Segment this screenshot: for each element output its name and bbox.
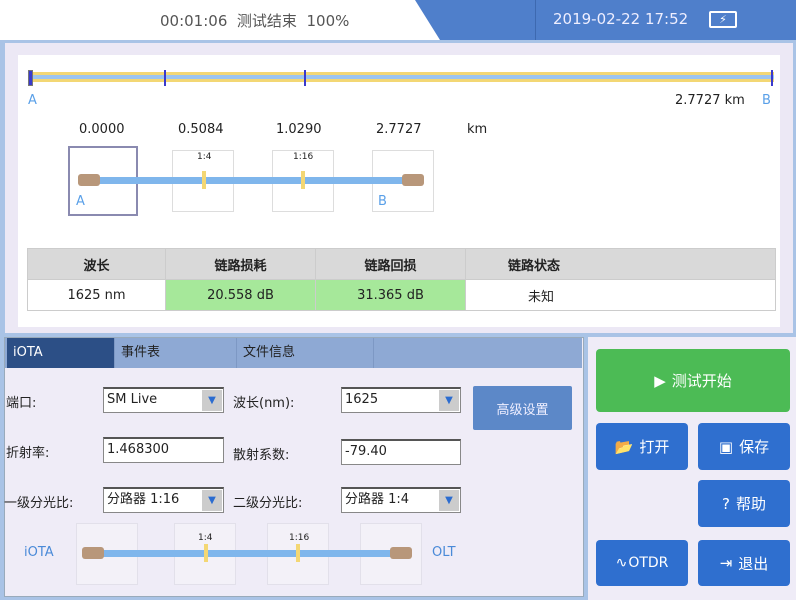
split-ratio: 1:4 [198, 533, 213, 543]
header-cell: 链路回损 [315, 248, 466, 280]
exit-button[interactable]: ⇥ 退出 [698, 540, 790, 586]
end-label: B [378, 194, 387, 209]
advanced-settings-button[interactable]: 高级设置 [473, 386, 572, 430]
chevron-down-icon: ▼ [439, 490, 459, 511]
otdr-label: OTDR [628, 555, 669, 571]
link-loss-cell: 20.558 dB [165, 279, 316, 311]
table-header: 波长 链路损耗 链路回损 链路状态 [27, 248, 776, 280]
olt-label: OLT [432, 545, 456, 560]
header-cell: 波长 [27, 248, 166, 280]
port-value: SM Live [107, 392, 158, 407]
unit-label: km [467, 122, 488, 137]
split2-select[interactable]: 分路器 1:4 ▼ [341, 487, 461, 513]
play-icon: ▶ [654, 371, 666, 390]
event-position: 0.5084 [178, 122, 224, 137]
split2-value: 分路器 1:4 [345, 492, 410, 507]
advanced-settings-label: 高级设置 [496, 402, 549, 418]
port-select[interactable]: SM Live ▼ [103, 387, 224, 413]
link-status-cell: 未知 [465, 279, 776, 311]
wavelength-select[interactable]: 1625 ▼ [341, 387, 461, 413]
open-label: 打开 [639, 438, 670, 456]
connector-icon [82, 547, 104, 559]
tab-event-table[interactable]: 事件表 [115, 338, 237, 368]
cursor-marker[interactable] [28, 70, 33, 86]
topology-fiber [100, 550, 400, 557]
splitter-icon [301, 171, 305, 189]
port-label: 端口: [6, 396, 37, 411]
connector-icon [78, 174, 100, 186]
open-button[interactable]: 📂 打开 [596, 423, 688, 470]
connector-icon [402, 174, 424, 186]
table-row: 1625 nm 20.558 dB 31.365 dB 未知 [27, 279, 776, 311]
otdr-button[interactable]: ∿ OTDR [596, 540, 688, 586]
status-text: 测试结束 [236, 12, 297, 30]
event-position: 2.7727 [376, 122, 422, 137]
splitter-icon [204, 544, 208, 562]
start-label: A [28, 93, 37, 108]
event-position: 1.0290 [276, 122, 322, 137]
trace-icon: ∿ [615, 555, 628, 571]
status-panel [0, 0, 440, 40]
ior-input[interactable]: 1.468300 [103, 437, 224, 463]
backscatter-input[interactable]: -79.40 [341, 439, 461, 465]
save-label: 保存 [739, 438, 770, 456]
tab-file-info[interactable]: 文件信息 [237, 338, 374, 368]
header-cell: 链路损耗 [165, 248, 316, 280]
datetime: 2019-02-22 17:52 [553, 10, 689, 28]
splitter-icon [202, 171, 206, 189]
ior-label: 折射率: [6, 446, 50, 461]
wavelength-value: 1625 [345, 392, 379, 407]
splitter-icon [296, 544, 300, 562]
end-label: A [76, 194, 85, 209]
fiber-link [95, 177, 413, 184]
wavelength-label: 波长(nm): [233, 396, 295, 411]
link-length: 2.7727 km [675, 93, 745, 108]
test-status: 00:01:06 测试结束 100% [160, 10, 349, 31]
split2-label: 二级分光比: [233, 496, 303, 511]
chevron-down-icon: ▼ [202, 490, 222, 511]
split1-label: 一级分光比: [4, 496, 74, 511]
progress-text: 100% [306, 12, 350, 30]
chevron-down-icon: ▼ [202, 390, 222, 411]
elapsed-time: 00:01:06 [160, 12, 228, 30]
start-test-button[interactable]: ▶ 测试开始 [596, 349, 790, 412]
end-label: B [762, 93, 771, 108]
event-marker [771, 70, 773, 86]
battery-charging-icon: ⚡ [709, 11, 737, 28]
chevron-down-icon: ▼ [439, 390, 459, 411]
divider [535, 0, 536, 40]
connector-icon [390, 547, 412, 559]
help-label: 帮助 [735, 495, 766, 513]
save-icon: ▣ [718, 437, 734, 456]
wavelength-cell: 1625 nm [27, 279, 166, 311]
split1-value: 分路器 1:16 [107, 492, 180, 507]
start-label: 测试开始 [671, 372, 732, 390]
split-ratio: 1:16 [293, 152, 314, 162]
split-ratio: 1:4 [197, 152, 212, 162]
event-position: 0.0000 [79, 122, 125, 137]
link-overview-bar[interactable] [28, 72, 774, 82]
event-marker [164, 70, 166, 86]
event-marker [304, 70, 306, 86]
iota-label: iOTA [24, 545, 54, 560]
help-icon: ? [722, 494, 730, 513]
backscatter-label: 散射系数: [233, 448, 290, 463]
return-loss-cell: 31.365 dB [315, 279, 466, 311]
save-button[interactable]: ▣ 保存 [698, 423, 790, 470]
result-table: 波长 链路损耗 链路回损 链路状态 1625 nm 20.558 dB 31.3… [27, 248, 776, 311]
help-button[interactable]: ? 帮助 [698, 480, 790, 527]
exit-icon: ⇥ [719, 554, 733, 572]
exit-label: 退出 [738, 554, 769, 573]
folder-icon: 📂 [614, 437, 634, 456]
header-cell: 链路状态 [465, 248, 776, 280]
tab-bar: iOTA 事件表 文件信息 [5, 338, 582, 368]
tab-iota[interactable]: iOTA [7, 338, 115, 368]
split1-select[interactable]: 分路器 1:16 ▼ [103, 487, 224, 513]
split-ratio: 1:16 [289, 533, 310, 543]
